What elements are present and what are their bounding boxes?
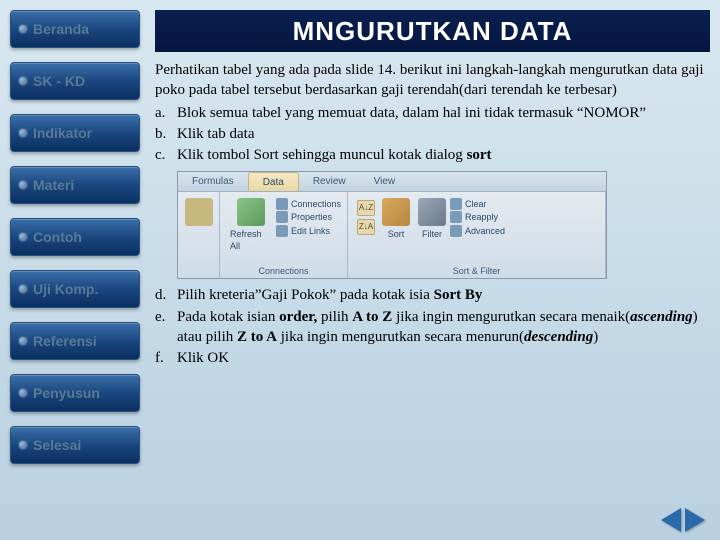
filter-icon [418,198,446,226]
step-letter: f. [155,348,177,368]
nav-selesai[interactable]: Selesai [10,426,140,464]
sort-za-icon[interactable]: Z↓A [357,219,375,235]
nav-referensi[interactable]: Referensi [10,322,140,360]
advanced-button[interactable]: Advanced [450,225,505,237]
nav-materi[interactable]: Materi [10,166,140,204]
step-letter: e. [155,307,177,348]
nav-label: Referensi [33,333,97,349]
sort-az-buttons: A↓Z Z↓A [354,196,378,256]
sort-label: Sort [388,228,405,240]
content-area: Perhatikan tabel yang ada pada slide 14.… [155,60,710,369]
step-text: Blok semua tabel yang memuat data, dalam… [177,103,710,123]
external-data-button[interactable] [184,196,213,228]
tab-formulas[interactable]: Formulas [178,172,248,191]
nav-contoh[interactable]: Contoh [10,218,140,256]
step-c: c.Klik tombol Sort sehingga muncul kotak… [155,145,710,165]
nav-beranda[interactable]: Beranda [10,10,140,48]
nav-label: Contoh [33,229,82,245]
tab-view[interactable]: View [360,172,410,191]
nav-penyusun[interactable]: Penyusun [10,374,140,412]
filter-button[interactable]: Filter [414,196,450,256]
step-text: Pilih kreteria”Gaji Pokok” pada kotak is… [177,285,710,305]
clear-icon [450,198,462,210]
nav-label: Uji Komp. [33,281,98,297]
steps-bottom: d.Pilih kreteria”Gaji Pokok” pada kotak … [155,285,710,368]
step-b: b.Klik tab data [155,124,710,144]
connections-small-buttons: Connections Properties Edit Links [276,196,341,256]
nav-label: Beranda [33,21,89,37]
tab-review[interactable]: Review [299,172,360,191]
ribbon-tabs: Formulas Data Review View [178,172,606,192]
nav-indikator[interactable]: Indikator [10,114,140,152]
step-text: Klik tab data [177,124,710,144]
properties-icon [276,211,288,223]
edit-links-icon [276,225,288,237]
step-d: d.Pilih kreteria”Gaji Pokok” pada kotak … [155,285,710,305]
group-external [178,192,220,278]
group-label: Connections [220,265,347,277]
sort-button[interactable]: Sort [378,196,414,256]
step-letter: c. [155,145,177,165]
excel-ribbon-screenshot: Formulas Data Review View Refresh All Co… [177,171,607,279]
properties-button[interactable]: Properties [276,211,341,223]
nav-sk-kd[interactable]: SK - KD [10,62,140,100]
step-e: e.Pada kotak isian order, pilih A to Z j… [155,307,710,348]
prev-arrow-icon[interactable] [661,508,681,532]
reapply-icon [450,211,462,223]
refresh-label: Refresh All [230,228,272,252]
nav-label: Materi [33,177,74,193]
reapply-button[interactable]: Reapply [450,211,505,223]
connections-icon [276,198,288,210]
connections-button[interactable]: Connections [276,198,341,210]
clear-button[interactable]: Clear [450,198,505,210]
nav-arrows [661,508,705,532]
nav-uji-komp[interactable]: Uji Komp. [10,270,140,308]
refresh-icon [237,198,265,226]
nav-label: SK - KD [33,73,85,89]
step-text: Klik tombol Sort sehingga muncul kotak d… [177,145,710,165]
tab-data[interactable]: Data [248,172,299,191]
page-title: MNGURUTKAN DATA [155,10,710,52]
title-text: MNGURUTKAN DATA [293,16,573,47]
sort-az-icon[interactable]: A↓Z [357,200,375,216]
filter-label: Filter [422,228,442,240]
edit-links-button[interactable]: Edit Links [276,225,341,237]
intro-text: Perhatikan tabel yang ada pada slide 14.… [155,60,710,101]
nav-label: Penyusun [33,385,100,401]
next-arrow-icon[interactable] [685,508,705,532]
step-text: Klik OK [177,348,710,368]
step-f: f.Klik OK [155,348,710,368]
refresh-all-button[interactable]: Refresh All [226,196,276,256]
step-letter: d. [155,285,177,305]
ribbon-body: Refresh All Connections Properties Edit … [178,192,606,278]
filter-small-buttons: Clear Reapply Advanced [450,196,505,256]
sidebar: Beranda SK - KD Indikator Materi Contoh … [10,10,140,464]
sort-icon [382,198,410,226]
step-text: Pada kotak isian order, pilih A to Z jik… [177,307,710,348]
group-label: Sort & Filter [348,265,605,277]
advanced-icon [450,225,462,237]
external-data-icon [185,198,213,226]
group-sort-filter: A↓Z Z↓A Sort Filter Clear Reapply Ad [348,192,606,278]
step-letter: b. [155,124,177,144]
nav-label: Selesai [33,437,81,453]
group-connections: Refresh All Connections Properties Edit … [220,192,348,278]
nav-label: Indikator [33,125,92,141]
steps-top: a.Blok semua tabel yang memuat data, dal… [155,103,710,166]
step-a: a.Blok semua tabel yang memuat data, dal… [155,103,710,123]
step-letter: a. [155,103,177,123]
